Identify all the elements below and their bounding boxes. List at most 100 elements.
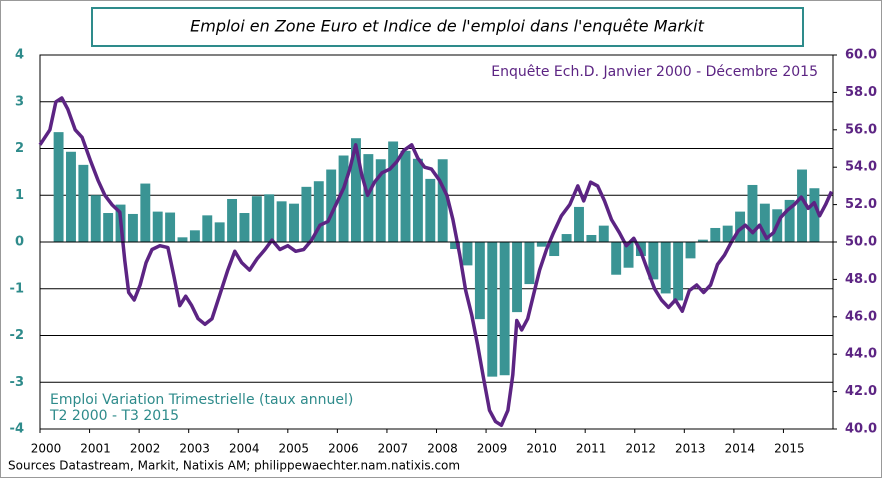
bar <box>289 203 299 242</box>
chart-title: Emploi en Zone Euro et Indice de l'emplo… <box>190 17 704 36</box>
bar <box>140 183 151 242</box>
bar <box>450 242 461 250</box>
x-tick-label: 2005 <box>279 442 310 456</box>
bar <box>673 242 684 301</box>
y-tick-label: -2 <box>10 328 24 343</box>
bar <box>177 237 188 242</box>
y2-tick-label: 44.0 <box>845 347 877 362</box>
y-tick-label: 3 <box>15 94 24 109</box>
annotation: Emploi Variation Trimestrielle (taux ann… <box>50 392 353 408</box>
x-tick-label: 2006 <box>328 442 359 456</box>
x-tick-label: 2012 <box>625 442 656 456</box>
x-tick-label: 2010 <box>526 442 557 456</box>
bar <box>412 158 423 242</box>
annotation: T2 2000 - T3 2015 <box>49 408 179 424</box>
bar <box>425 178 436 242</box>
bar <box>313 181 324 242</box>
bar <box>301 186 312 242</box>
y2-tick-label: 58.0 <box>845 85 877 100</box>
bar <box>611 242 622 275</box>
y2-tick-label: 46.0 <box>845 309 877 324</box>
y2-tick-label: 56.0 <box>845 122 877 137</box>
bar <box>437 159 448 242</box>
bar <box>462 242 473 266</box>
bar <box>660 242 671 294</box>
x-tick-label: 2002 <box>130 442 161 456</box>
bar <box>710 227 721 242</box>
bar <box>400 150 411 242</box>
y2-tick-label: 60.0 <box>845 48 877 63</box>
bar <box>648 242 659 280</box>
bar <box>759 203 770 242</box>
bar <box>623 242 634 268</box>
bar <box>189 230 200 242</box>
y-tick-label: 1 <box>15 188 24 203</box>
x-tick-label: 2001 <box>80 442 111 456</box>
y-tick-label: 4 <box>15 48 24 63</box>
bar <box>227 198 238 242</box>
bar <box>78 164 89 242</box>
bar <box>276 201 287 242</box>
y2-tick-label: 48.0 <box>845 272 877 287</box>
y2-tick-label: 40.0 <box>845 422 877 437</box>
annotation: Enquête Ech.D. Janvier 2000 - Décembre 2… <box>491 64 818 80</box>
y-tick-label: 2 <box>15 141 24 156</box>
bar <box>784 199 795 242</box>
line <box>38 96 834 428</box>
bar <box>103 213 114 242</box>
x-tick-label: 2015 <box>774 442 805 456</box>
bar <box>685 242 696 259</box>
y2-tick-label: 42.0 <box>845 384 877 399</box>
bar <box>165 212 176 242</box>
bar <box>388 141 399 242</box>
x-tick-label: 2000 <box>31 442 62 456</box>
y2-tick-label: 52.0 <box>845 197 877 212</box>
bar <box>549 242 560 257</box>
bar <box>251 196 262 242</box>
bar <box>338 155 349 242</box>
bar <box>499 242 510 376</box>
bar <box>512 242 522 313</box>
x-tick-label: 2009 <box>477 442 508 456</box>
bar <box>561 234 572 242</box>
bar <box>326 169 337 242</box>
bar <box>214 222 225 242</box>
y2-tick-label: 50.0 <box>845 235 877 250</box>
bar <box>375 159 386 242</box>
bar <box>697 239 708 242</box>
bar <box>735 211 746 242</box>
y2-tick-label: 54.0 <box>845 160 877 175</box>
bar <box>127 213 138 242</box>
source: Sources Datastream, Markit, Natixis AM; … <box>8 459 460 473</box>
bar <box>53 132 64 242</box>
bar <box>586 234 597 242</box>
bar <box>809 188 820 242</box>
bar <box>363 154 374 242</box>
x-tick-label: 2007 <box>378 442 409 456</box>
bar <box>536 242 547 247</box>
bar <box>152 211 163 242</box>
x-tick-label: 2011 <box>576 442 607 456</box>
x-tick-label: 2003 <box>179 442 210 456</box>
bar <box>574 206 584 242</box>
bar <box>90 195 101 242</box>
y-tick-label: 0 <box>15 235 24 250</box>
bar <box>487 242 498 377</box>
bar <box>797 169 807 242</box>
x-tick-label: 2008 <box>427 442 458 456</box>
bar <box>66 151 76 242</box>
bar <box>722 225 733 242</box>
bar <box>239 213 250 242</box>
y-tick-label: -1 <box>10 281 24 296</box>
y-tick-label: -4 <box>10 422 24 437</box>
bar <box>598 225 609 242</box>
title-box <box>91 7 804 47</box>
x-tick-label: 2004 <box>229 442 260 456</box>
bar <box>351 138 361 242</box>
bar <box>264 194 275 242</box>
bar <box>747 184 758 242</box>
x-tick-label: 2013 <box>675 442 706 456</box>
bar <box>202 215 213 242</box>
y-tick-label: -3 <box>10 375 24 390</box>
